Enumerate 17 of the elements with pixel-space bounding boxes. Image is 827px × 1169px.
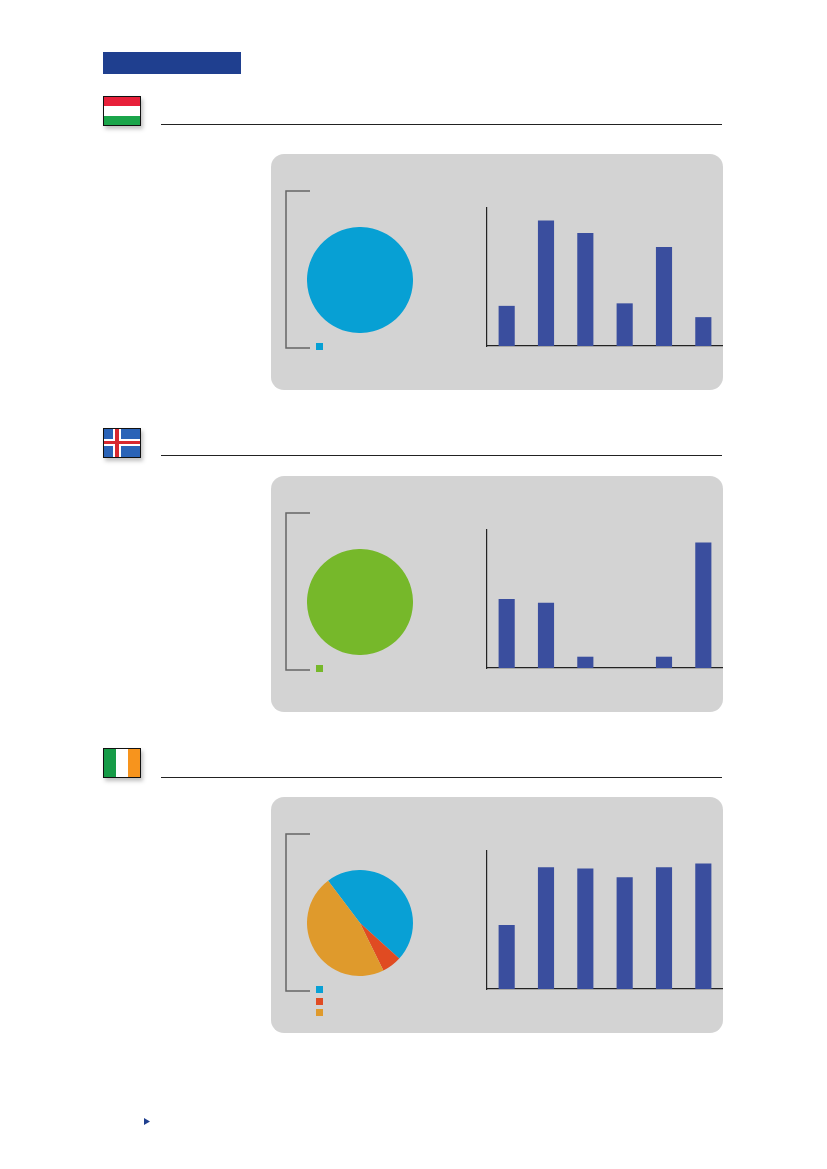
bar [655,867,673,989]
bar [577,233,594,346]
bar [695,542,712,668]
bar [616,303,633,346]
bar [498,599,515,668]
bar [537,220,555,346]
bar [695,863,712,989]
bar [537,602,555,668]
bar [655,246,673,346]
bar [577,868,594,989]
bar [695,317,712,346]
bar [498,925,515,989]
bar [537,867,555,989]
bar [616,877,633,989]
bar [498,305,515,346]
bar [577,656,594,668]
bar [655,656,673,668]
